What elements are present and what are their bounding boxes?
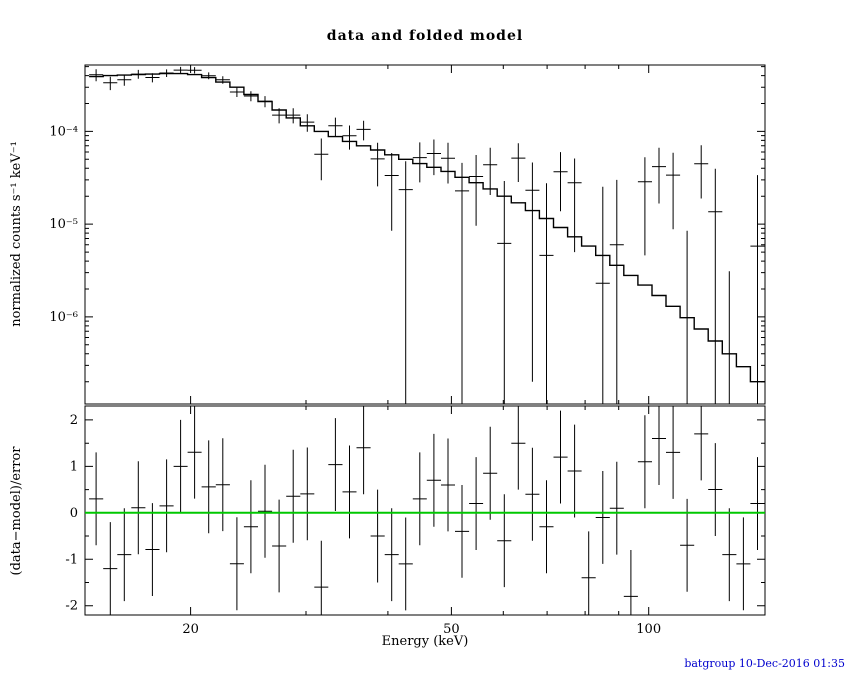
x-tick-label: 20: [182, 622, 199, 637]
tick-marks: [85, 65, 765, 615]
x-axis-label: Energy (keV): [382, 634, 469, 649]
x-tick-label: 50: [443, 622, 460, 637]
y-tick-label-top: 10⁻⁶: [49, 310, 78, 325]
y-tick-label-top: 10⁻⁵: [49, 217, 78, 232]
y-tick-label-bottom: 2: [70, 413, 78, 428]
data-points-top: [89, 66, 765, 404]
footer-credit: batgroup 10-Dec-2016 01:35: [684, 657, 845, 670]
x-tick-label: 100: [636, 622, 661, 637]
y-tick-label-bottom: -2: [65, 599, 78, 614]
residual-points: [89, 406, 765, 615]
y-tick-label-bottom: -1: [65, 552, 78, 567]
y-tick-label-bottom: 0: [70, 506, 78, 521]
model-step-line: [89, 72, 765, 383]
plot-title: data and folded model: [327, 28, 523, 44]
axes-frame: [84, 64, 766, 616]
y-tick-label-bottom: 1: [70, 459, 78, 474]
tick-labels: 20 50 100 10⁻⁴ 10⁻⁵ 10⁻⁶ 2 1 0 -1 -2: [49, 124, 661, 637]
y-axis-label-top: normalized counts s⁻¹ keV⁻¹: [9, 141, 24, 327]
y-axis-label-bottom: (data−model)/error: [9, 446, 24, 576]
y-tick-label-top: 10⁻⁴: [49, 124, 78, 139]
